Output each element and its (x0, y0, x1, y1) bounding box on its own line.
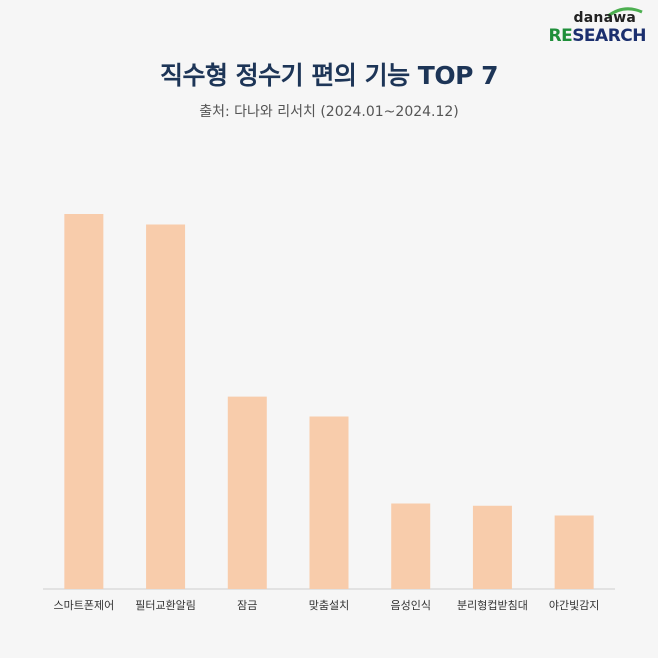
bar-1 (64, 214, 104, 589)
bar-4 (309, 416, 349, 589)
danawa-research-logo: danawa RESEARCH (548, 6, 646, 46)
x-tick-label: 스마트폰제어 (53, 599, 114, 612)
logo-research-rest: SEARCH (572, 26, 646, 46)
x-tick-label: 분리형컵받침대 (457, 599, 528, 612)
x-tick-label: 필터교환알림 (135, 598, 196, 612)
bar-6 (472, 505, 512, 589)
bar-7 (554, 515, 594, 589)
logo-arc-icon (607, 7, 643, 18)
chart-title: 직수형 정수기 편의 기능 TOP 7 (159, 61, 499, 90)
bar-2 (146, 224, 186, 589)
x-tick-label: 음성인식 (390, 599, 430, 612)
x-tick-label: 맞춤설치 (309, 599, 349, 612)
bar-5 (391, 503, 431, 589)
logo-research-accent: RE (548, 26, 573, 46)
x-tick-label: 잠금 (237, 599, 257, 612)
bar-3 (227, 396, 267, 589)
logo-danawa-text: danawa (573, 10, 636, 26)
chart-subtitle: 출처: 다나와 리서치 (2024.01~2024.12) (199, 104, 459, 120)
x-tick-label: 야간빛감지 (549, 599, 600, 612)
logo-research-text: RESEARCH (548, 26, 646, 46)
